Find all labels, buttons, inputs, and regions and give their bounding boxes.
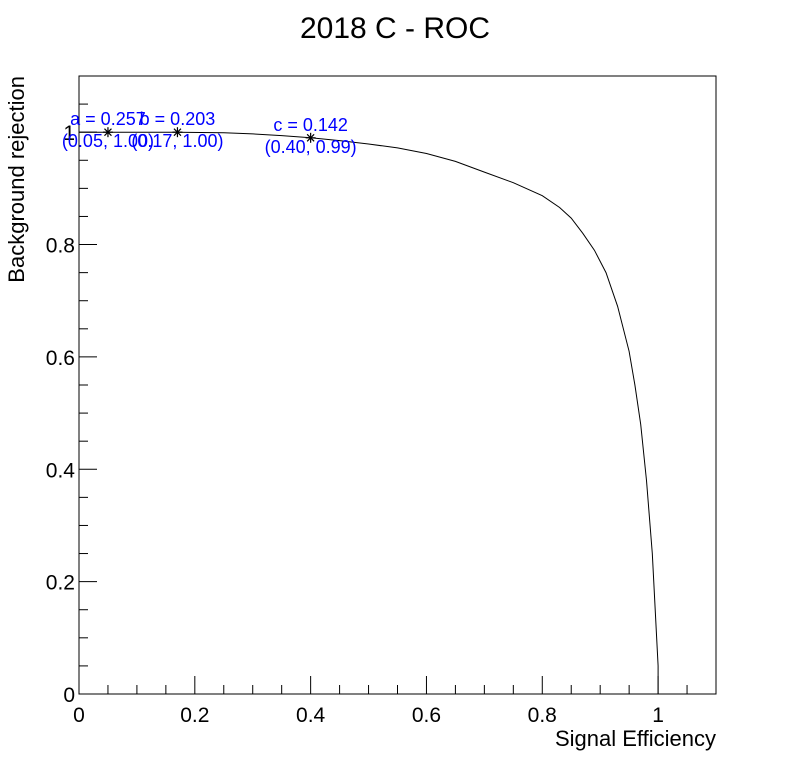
- y-axis-title: Background rejection: [4, 76, 29, 283]
- axis-ticks: [78, 75, 717, 695]
- star-marker-stroke: [173, 128, 182, 137]
- working-point-coords: (0.05, 1.00): [62, 131, 154, 151]
- y-tick-label: 0.4: [46, 459, 76, 482]
- y-tick-label: 0.2: [46, 572, 75, 595]
- x-tick-labels: 0 0.2 0.4 0.6 0.8 1: [73, 704, 664, 727]
- working-point-coords: (0.17, 1.00): [131, 131, 223, 151]
- star-marker-stroke: [306, 133, 315, 142]
- chart-title: 2018 C - ROC: [300, 12, 490, 45]
- x-tick-label: 0.2: [180, 704, 209, 727]
- working-point-coords: (0.40, 0.99): [265, 137, 357, 157]
- x-tick-label: 0.6: [412, 704, 441, 727]
- working-point-annotations: a = 0.257(0.05, 1.00)b = 0.203(0.17, 1.0…: [62, 109, 357, 157]
- working-point: b = 0.203(0.17, 1.00): [131, 109, 223, 151]
- y-tick-label: 0.8: [46, 235, 75, 258]
- x-tick-label: 0.8: [528, 704, 557, 727]
- x-axis-title: Signal Efficiency: [555, 726, 716, 751]
- y-tick-label: 1: [63, 122, 75, 145]
- roc-curve-group: [79, 131, 659, 694]
- working-point-label: a = 0.257: [70, 109, 146, 129]
- y-tick-label: 0.6: [46, 347, 75, 370]
- working-point-label: b = 0.203: [140, 109, 216, 129]
- x-tick-label: 0: [73, 704, 85, 727]
- working-point-label: c = 0.142: [273, 115, 348, 135]
- y-tick-label: 0: [63, 684, 75, 707]
- y-tick-labels: 0 0.2 0.4 0.6 0.8 1: [46, 122, 76, 707]
- working-point: a = 0.257(0.05, 1.00): [62, 109, 154, 151]
- star-marker-stroke: [104, 128, 112, 137]
- working-point: c = 0.142(0.40, 0.99): [265, 115, 357, 157]
- roc-curve: [79, 131, 659, 694]
- plot-frame: [78, 75, 717, 695]
- x-tick-label: 0.4: [296, 704, 326, 727]
- x-tick-label: 1: [652, 704, 664, 727]
